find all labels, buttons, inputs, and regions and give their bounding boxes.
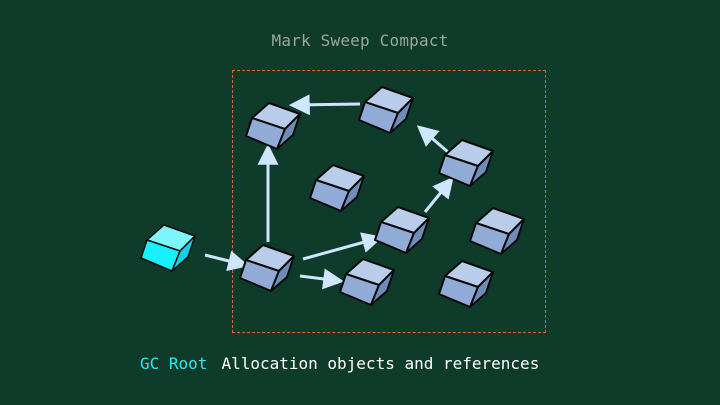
arrow-f-to-b — [288, 94, 361, 116]
heap-objects — [239, 86, 525, 308]
arrow-root-to-a — [204, 250, 250, 272]
gc-root-object — [140, 224, 196, 272]
object-unreachable-1 — [309, 164, 365, 212]
legend-gc-root: GC Root — [140, 354, 208, 373]
arrow-c-to-e — [423, 176, 454, 213]
object-a — [239, 244, 295, 292]
object-unreachable-2 — [469, 207, 525, 255]
heap-region — [232, 70, 546, 333]
object-d — [339, 258, 395, 306]
object-f — [358, 86, 414, 134]
arrow-a-to-c — [302, 232, 384, 261]
object-e — [438, 139, 494, 187]
legend: GC Root Allocation objects and references — [140, 354, 539, 373]
diagram-title: Mark Sweep Compact — [271, 31, 449, 50]
object-c — [374, 206, 430, 254]
arrow-e-to-f — [416, 125, 449, 154]
reference-arrows — [204, 94, 454, 290]
object-b — [245, 102, 301, 150]
arrow-a-to-d — [299, 268, 345, 290]
object-unreachable-3 — [438, 260, 494, 308]
legend-allocation: Allocation objects and references — [221, 354, 540, 373]
